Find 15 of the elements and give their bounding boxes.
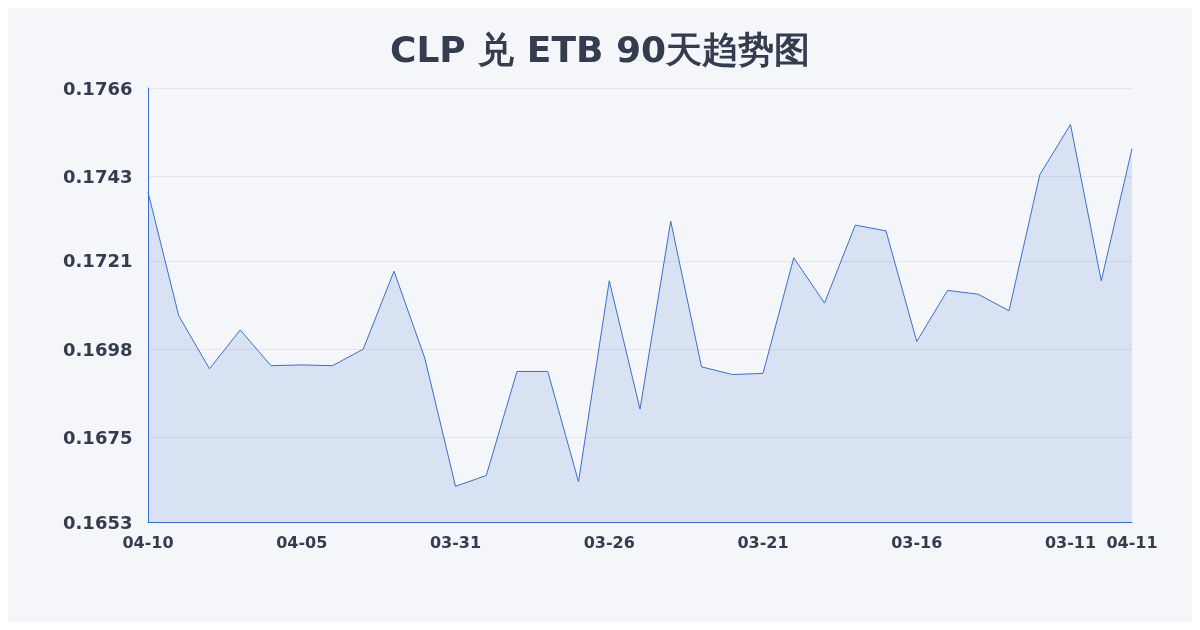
y-tick-label: 0.1743 (63, 165, 133, 187)
x-tick-label: 03-11 (1044, 532, 1097, 552)
x-tick-label: 03-16 (891, 532, 943, 552)
x-tick-label: 03-31 (429, 532, 482, 552)
y-tick-label: 0.1721 (63, 250, 133, 272)
x-tick-label: 04-10 (122, 532, 174, 552)
x-tick-label: 04-11 (1106, 532, 1158, 552)
y-tick-label: 0.1698 (63, 338, 133, 360)
chart-title: CLP 兑 ETB 90天趋势图 (389, 28, 811, 70)
y-tick-label: 0.1653 (63, 511, 133, 533)
x-tick-label: 04-05 (276, 532, 328, 552)
y-tick-label: 0.1766 (63, 77, 133, 99)
y-tick-label: 0.1675 (63, 427, 133, 448)
x-tick-label: 03-21 (737, 532, 789, 552)
x-tick-label: 03-26 (583, 532, 635, 552)
